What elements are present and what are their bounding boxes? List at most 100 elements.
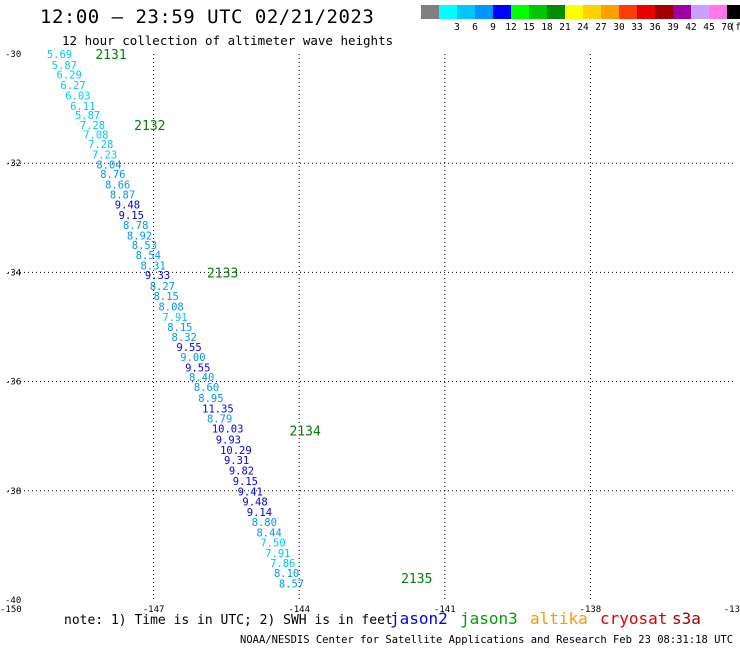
wave-height-value: 7.28 bbox=[88, 139, 113, 151]
wave-height-value: 8.15 bbox=[167, 322, 192, 334]
wave-height-value: 5.69 bbox=[47, 49, 72, 61]
wave-height-value: 9.33 bbox=[145, 270, 170, 282]
wave-height-value: 8.76 bbox=[100, 169, 125, 181]
wave-height-value: 5.87 bbox=[52, 60, 77, 72]
satellite-label-s3a: s3a bbox=[672, 609, 701, 628]
wave-height-value: 9.15 bbox=[233, 476, 258, 488]
wave-height-value: 6.27 bbox=[60, 80, 85, 92]
legend-label: 21 bbox=[559, 22, 571, 33]
wave-height-value: 9.14 bbox=[247, 507, 272, 519]
legend-swatch bbox=[529, 5, 547, 19]
wave-height-value: 10.03 bbox=[212, 424, 244, 436]
legend-units: (ft) bbox=[729, 22, 740, 33]
legend-label: 12 bbox=[505, 22, 517, 33]
wave-height-value: 8.44 bbox=[256, 527, 281, 539]
wave-height-value: 7.91 bbox=[162, 312, 187, 324]
wave-height-value: 7.08 bbox=[83, 129, 108, 141]
wave-height-value: 6.03 bbox=[65, 90, 90, 102]
legend-swatch bbox=[709, 5, 727, 19]
legend-swatch bbox=[493, 5, 511, 19]
lon-tick-label: -141 bbox=[434, 605, 456, 615]
lat-tick-label: -36 bbox=[5, 378, 21, 388]
wave-height-value: 8.60 bbox=[194, 382, 219, 394]
satellite-label-altika: altika bbox=[530, 609, 588, 628]
wave-height-value: 8.95 bbox=[198, 393, 223, 405]
wave-height-value: 9.48 bbox=[242, 497, 267, 509]
wave-height-value: 9.00 bbox=[180, 352, 205, 364]
pass-number-label: 2132 bbox=[134, 119, 165, 134]
wave-height-value: 8.79 bbox=[207, 414, 232, 426]
legend-label: 39 bbox=[667, 22, 679, 33]
lat-tick-label: -38 bbox=[5, 487, 21, 497]
wave-height-value: 8.04 bbox=[96, 159, 121, 171]
wave-height-value: 9.31 bbox=[224, 455, 249, 467]
wave-height-value: 8.15 bbox=[154, 291, 179, 303]
legend-label: 70 bbox=[721, 22, 733, 33]
lon-tick-label: -150 bbox=[0, 605, 22, 615]
legend-swatch bbox=[547, 5, 565, 19]
wave-height-value: 9.82 bbox=[229, 466, 254, 478]
wave-height-value: 8.66 bbox=[105, 179, 130, 191]
legend-label: 15 bbox=[523, 22, 535, 33]
page-title: 12:00 – 23:59 UTC 02/21/2023 bbox=[40, 6, 375, 28]
wave-height-value: 6.29 bbox=[57, 70, 82, 82]
wave-height-value: 11.35 bbox=[202, 403, 234, 415]
legend-swatch bbox=[619, 5, 637, 19]
wave-height-value: 7.91 bbox=[265, 548, 290, 560]
wave-height-value: 9.55 bbox=[176, 342, 201, 354]
wave-height-value: 8.80 bbox=[252, 517, 277, 529]
wave-height-value: 7.86 bbox=[270, 558, 295, 570]
wave-height-value: 8.92 bbox=[127, 230, 152, 242]
legend-swatch bbox=[655, 5, 673, 19]
legend-label: 27 bbox=[595, 22, 607, 33]
legend-label: 3 bbox=[454, 22, 460, 33]
pass-number-label: 2134 bbox=[289, 425, 320, 440]
wave-height-value: 8.87 bbox=[110, 189, 135, 201]
legend-swatch bbox=[457, 5, 475, 19]
wave-height-value: 6.11 bbox=[70, 101, 95, 113]
legend-label: 9 bbox=[490, 22, 496, 33]
wave-height-value: 7.50 bbox=[260, 538, 285, 550]
legend-swatch bbox=[583, 5, 601, 19]
wave-height-value: 8.31 bbox=[140, 260, 165, 272]
legend-label: 24 bbox=[577, 22, 589, 33]
lon-tick-label: -138 bbox=[580, 605, 602, 615]
legend-swatch bbox=[565, 5, 583, 19]
lon-tick-label: -13 bbox=[724, 605, 740, 615]
pass-number-label: 2133 bbox=[207, 266, 238, 281]
pass-number-label: 2131 bbox=[95, 48, 126, 63]
satellite-label-jason3: jason3 bbox=[460, 609, 518, 628]
lat-tick-label: -40 bbox=[5, 596, 21, 606]
legend-label: 36 bbox=[649, 22, 661, 33]
legend-swatch bbox=[439, 5, 457, 19]
wave-height-value: 7.28 bbox=[80, 120, 105, 132]
pass-number-label: 2135 bbox=[401, 572, 432, 587]
wave-height-value: 9.55 bbox=[185, 362, 210, 374]
lat-tick-label: -32 bbox=[5, 159, 21, 169]
wave-height-value: 8.10 bbox=[274, 568, 299, 580]
wave-height-value: 7.23 bbox=[92, 149, 117, 161]
wave-height-value: 9.93 bbox=[216, 434, 241, 446]
legend-label: 33 bbox=[631, 22, 643, 33]
legend-swatch bbox=[511, 5, 529, 19]
satellite-label-jason2: jason2 bbox=[390, 609, 448, 628]
wave-height-value: 9.48 bbox=[115, 200, 140, 212]
legend-swatch bbox=[601, 5, 619, 19]
wave-height-value: 9.15 bbox=[119, 210, 144, 222]
wave-height-value: 9.41 bbox=[238, 486, 263, 498]
legend-swatch bbox=[727, 5, 740, 19]
lon-tick-label: -147 bbox=[143, 605, 165, 615]
wave-height-value: 8.78 bbox=[123, 220, 148, 232]
legend-label: 6 bbox=[472, 22, 478, 33]
wave-height-value: 8.08 bbox=[158, 301, 183, 313]
note-text: note: 1) Time is in UTC; 2) SWH is in fe… bbox=[64, 613, 393, 628]
legend-swatch bbox=[421, 5, 439, 19]
footer-credit: NOAA/NESDIS Center for Satellite Applica… bbox=[240, 634, 740, 646]
wave-height-value: 8.57 bbox=[279, 579, 304, 591]
legend-swatch bbox=[475, 5, 493, 19]
wave-height-value: 5.87 bbox=[75, 110, 100, 122]
wave-height-value: 8.53 bbox=[132, 240, 157, 252]
lon-tick-label: -144 bbox=[288, 605, 310, 615]
legend-swatch bbox=[691, 5, 709, 19]
